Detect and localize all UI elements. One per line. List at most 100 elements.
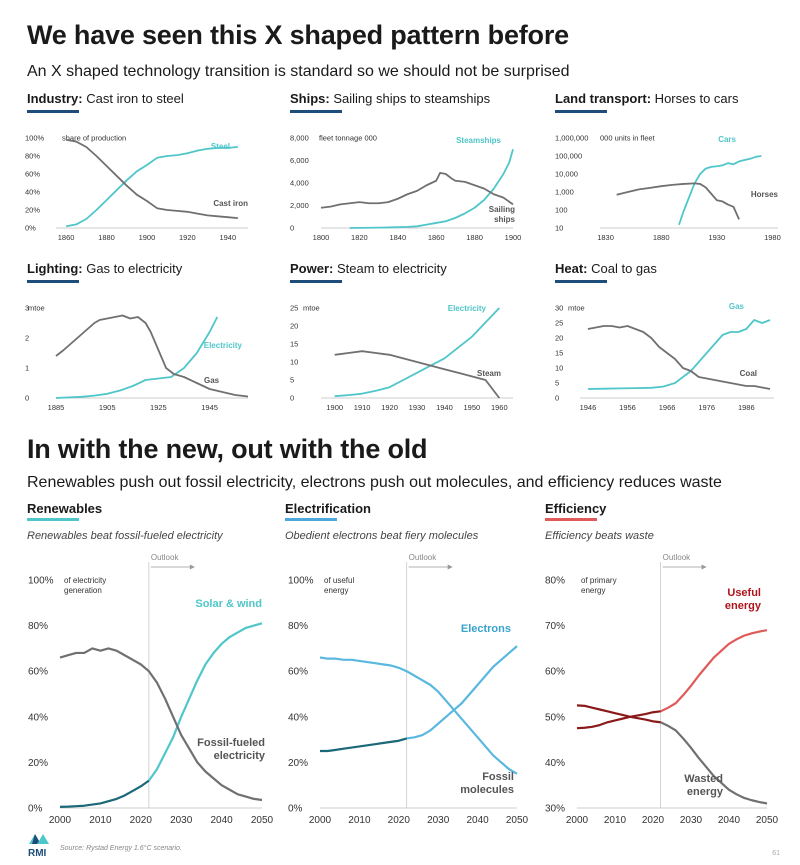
y-tick-label: 20% xyxy=(288,758,308,769)
outlook-arrowhead xyxy=(447,564,453,570)
series-line xyxy=(616,182,740,220)
x-tick-label: 2000 xyxy=(49,815,72,826)
y-tick-label: 0 xyxy=(290,394,294,403)
y-tick-label: 80% xyxy=(28,621,48,632)
series-label: Sailing xyxy=(489,205,515,214)
x-tick-label: 1910 xyxy=(354,403,371,412)
y-tick-label: 4,000 xyxy=(290,179,309,188)
source-note: Source: Rystad Energy 1.6°C scenario. xyxy=(60,845,182,852)
panel-subtitle-renewables: Renewables beat fossil-fueled electricit… xyxy=(27,530,223,542)
series-label: Solar & wind xyxy=(195,598,262,610)
x-tick-label: 2010 xyxy=(348,815,371,826)
y-tick-label: 1,000,000 xyxy=(555,134,588,143)
x-tick-label: 2020 xyxy=(130,815,153,826)
series-line xyxy=(59,647,263,802)
series-line-history xyxy=(59,779,150,808)
series-label: Gas xyxy=(729,302,745,311)
series-label: energy xyxy=(725,600,762,612)
y-tick-label: 10 xyxy=(555,224,563,233)
y-tick-label: 20 xyxy=(555,334,563,343)
y-tick-label: 30% xyxy=(545,804,565,815)
x-tick-label: 1900 xyxy=(326,403,343,412)
x-tick-label: 2030 xyxy=(170,815,193,826)
y-unit-label: mtoe xyxy=(568,304,585,313)
outlook-label: Outlook xyxy=(663,553,692,562)
series-line xyxy=(65,146,238,228)
panel-title-ships: Ships: Sailing ships to steamships xyxy=(290,91,491,106)
panel-underline xyxy=(555,110,607,113)
panel-title-heat: Heat: Coal to gas xyxy=(555,261,657,276)
y-tick-label: 100 xyxy=(555,206,568,215)
y-tick-label: 50% xyxy=(545,712,565,723)
y-tick-label: 60% xyxy=(545,667,565,678)
y-tick-label: 2,000 xyxy=(290,201,309,210)
series-line-outlook xyxy=(147,622,263,782)
y-tick-label: 15 xyxy=(555,349,563,358)
series-label: Steam xyxy=(477,369,501,378)
y-tick-label: 100% xyxy=(288,576,314,587)
panel-title-efficiency: Efficiency xyxy=(545,501,607,516)
x-tick-label: 1925 xyxy=(150,403,167,412)
x-tick-label: 1800 xyxy=(313,233,330,242)
x-tick-label: 2000 xyxy=(309,815,332,826)
series-label: electricity xyxy=(214,750,266,762)
chart-ships: 0 2,000 4,000 6,000 8,000 fleet tonnage 000 18… xyxy=(290,134,521,242)
page-subtitle: An X shaped technology transition is sta… xyxy=(27,63,570,80)
y-tick-label: 40% xyxy=(288,712,308,723)
y-tick-label: 30 xyxy=(555,304,563,313)
x-tick-label: 1940 xyxy=(219,233,236,242)
y-tick-label: 60% xyxy=(288,667,308,678)
outlook-label: Outlook xyxy=(151,553,180,562)
x-tick-label: 1950 xyxy=(464,403,481,412)
x-tick-label: 1920 xyxy=(179,233,196,242)
y-tick-label: 2 xyxy=(25,334,29,343)
series-label: Wasted xyxy=(684,773,723,785)
series-line xyxy=(587,325,771,390)
panel-underline xyxy=(27,110,79,113)
series-label: Useful xyxy=(727,587,761,599)
y-tick-label: 40% xyxy=(545,758,565,769)
x-tick-label: 1945 xyxy=(201,403,218,412)
x-tick-label: 1946 xyxy=(580,403,597,412)
y-tick-label: 0% xyxy=(288,804,303,815)
panel-title-power: Power: Steam to electricity xyxy=(290,261,447,276)
y-unit-label: mtoe xyxy=(303,304,320,313)
series-line xyxy=(587,319,771,390)
y-tick-label: 80% xyxy=(288,621,308,632)
y-tick-label: 60% xyxy=(28,667,48,678)
panel-underline xyxy=(545,518,597,521)
page-title: We have seen this X shaped pattern befor… xyxy=(27,20,569,50)
panel-title-renewables: Renewables xyxy=(27,501,103,516)
y-unit-label: fleet tonnage 000 xyxy=(319,134,377,143)
y-tick-label: 100,000 xyxy=(555,152,582,161)
series-label: Gas xyxy=(204,376,220,385)
y-tick-label: 40% xyxy=(25,188,40,197)
y-unit-label: generation xyxy=(64,586,102,595)
series-line xyxy=(320,171,514,209)
y-tick-label: 20% xyxy=(25,206,40,215)
y-unit-label: of electricity xyxy=(64,576,106,585)
y-tick-label: 0 xyxy=(555,394,559,403)
panel-subtitle-efficiency: Efficiency beats waste xyxy=(545,530,654,542)
panel-underline xyxy=(555,280,607,283)
y-unit-label: of primary xyxy=(581,576,617,585)
y-tick-label: 8,000 xyxy=(290,134,309,143)
series-line xyxy=(65,138,238,219)
y-tick-label: 6,000 xyxy=(290,156,309,165)
x-tick-label: 1860 xyxy=(58,233,75,242)
x-tick-label: 1976 xyxy=(698,403,715,412)
y-tick-label: 15 xyxy=(290,340,298,349)
y-tick-label: 5 xyxy=(555,379,559,388)
outlook-label: Outlook xyxy=(409,553,438,562)
y-tick-label: 3 xyxy=(25,304,29,313)
y-tick-label: 1,000 xyxy=(555,188,574,197)
series-label: Electricity xyxy=(448,304,487,313)
x-tick-label: 2040 xyxy=(466,815,489,826)
y-tick-label: 10,000 xyxy=(555,170,578,179)
x-tick-label: 2010 xyxy=(604,815,627,826)
y-tick-label: 80% xyxy=(25,152,40,161)
x-tick-label: 1966 xyxy=(659,403,676,412)
panel-underline xyxy=(27,518,79,521)
series-line-outlook xyxy=(660,721,768,805)
